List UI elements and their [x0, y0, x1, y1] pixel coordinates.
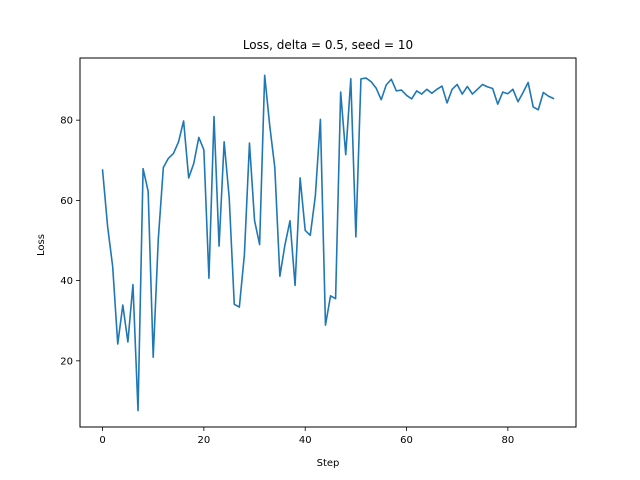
y-axis-title: Loss: [36, 234, 47, 256]
x-tick-label: 80: [501, 435, 514, 446]
x-tick-label: 60: [400, 435, 413, 446]
x-axis-ticks: 0 20 40 60 80: [99, 427, 514, 446]
plot-frame: [79, 57, 577, 428]
plot-area: [101, 74, 555, 412]
series-line-0: [101, 74, 555, 412]
x-tick-label: 0: [99, 435, 105, 446]
chart-title: Loss, delta = 0.5, seed = 10: [243, 38, 413, 52]
x-axis-title: Step: [317, 458, 340, 469]
y-tick-label: 40: [60, 276, 73, 287]
y-tick-label: 80: [60, 116, 73, 127]
y-tick-label: 20: [60, 356, 73, 367]
x-tick-label: 20: [198, 435, 211, 446]
y-axis-ticks: 20 40 60 80: [60, 116, 80, 367]
x-tick-label: 40: [299, 435, 312, 446]
y-tick-label: 60: [60, 196, 73, 207]
